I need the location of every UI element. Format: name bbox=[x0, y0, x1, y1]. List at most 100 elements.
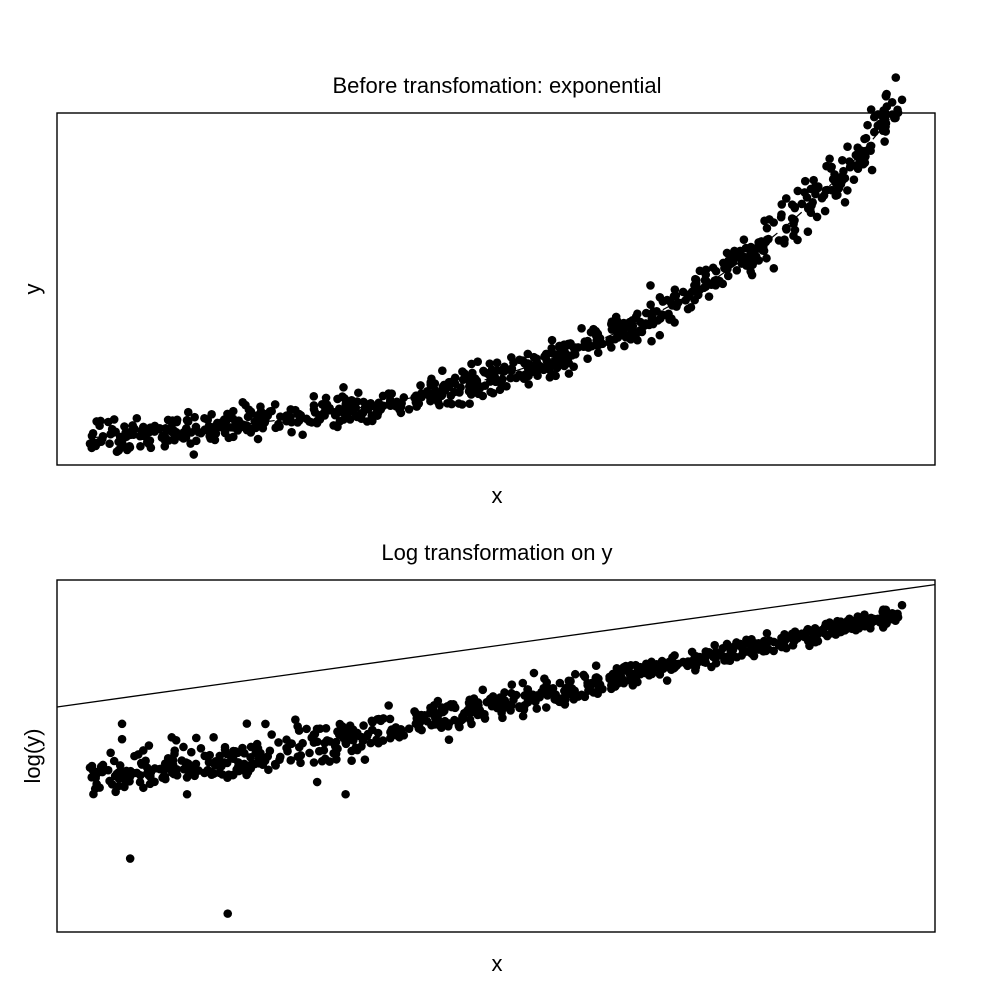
data-point bbox=[782, 223, 791, 233]
data-point bbox=[438, 366, 447, 375]
data-point bbox=[541, 703, 551, 712]
data-point bbox=[764, 234, 773, 244]
data-point bbox=[331, 737, 341, 747]
data-point bbox=[605, 338, 614, 347]
data-point bbox=[619, 662, 629, 672]
data-point bbox=[769, 218, 778, 227]
data-point bbox=[583, 678, 592, 688]
data-point bbox=[368, 416, 377, 426]
data-point bbox=[286, 739, 295, 749]
data-point bbox=[547, 343, 556, 353]
data-point bbox=[762, 223, 772, 233]
chart-panel-log: Log transformation on y x log(y) bbox=[20, 540, 936, 976]
data-point bbox=[444, 735, 454, 744]
data-point bbox=[541, 349, 551, 359]
data-point bbox=[200, 413, 209, 423]
data-point bbox=[191, 436, 201, 446]
data-point bbox=[385, 714, 395, 724]
data-point bbox=[800, 176, 810, 186]
data-point bbox=[813, 636, 823, 646]
data-point bbox=[319, 408, 329, 418]
data-point bbox=[293, 722, 302, 731]
data-point bbox=[105, 439, 114, 449]
data-point bbox=[386, 727, 395, 737]
data-point bbox=[446, 391, 456, 401]
data-point bbox=[593, 348, 603, 358]
data-point bbox=[711, 647, 721, 657]
data-point bbox=[827, 185, 837, 195]
data-point bbox=[678, 657, 688, 667]
outlier-point bbox=[134, 750, 143, 759]
data-point bbox=[231, 747, 240, 756]
data-point bbox=[396, 726, 406, 735]
data-point bbox=[182, 773, 192, 782]
data-point bbox=[591, 326, 601, 336]
data-point bbox=[840, 197, 850, 207]
data-point bbox=[261, 719, 270, 729]
data-point bbox=[711, 275, 721, 285]
data-point bbox=[275, 752, 285, 762]
data-point bbox=[360, 755, 370, 764]
data-point bbox=[228, 754, 238, 763]
data-point bbox=[880, 609, 889, 619]
data-point bbox=[626, 676, 635, 685]
data-point bbox=[437, 703, 447, 712]
data-point bbox=[518, 711, 528, 721]
x-axis-label: x bbox=[492, 951, 503, 976]
data-point bbox=[721, 264, 731, 274]
data-point bbox=[812, 212, 822, 222]
outlier-point bbox=[182, 789, 192, 799]
data-point bbox=[85, 439, 95, 448]
data-point bbox=[641, 308, 651, 318]
data-point bbox=[518, 356, 528, 365]
data-point bbox=[128, 421, 137, 430]
data-point bbox=[157, 764, 167, 773]
data-point bbox=[331, 749, 341, 759]
data-point bbox=[92, 417, 101, 426]
data-point bbox=[293, 752, 303, 762]
data-point bbox=[182, 760, 191, 770]
data-point bbox=[790, 203, 800, 213]
data-point bbox=[587, 341, 597, 351]
data-point bbox=[251, 423, 260, 433]
data-point bbox=[498, 713, 507, 723]
data-point bbox=[592, 675, 601, 684]
data-point bbox=[636, 669, 645, 679]
data-point bbox=[161, 433, 170, 442]
data-point bbox=[887, 98, 897, 107]
data-point bbox=[206, 767, 215, 776]
data-point bbox=[664, 309, 673, 319]
data-point bbox=[880, 107, 889, 117]
data-point bbox=[354, 388, 363, 398]
data-point bbox=[655, 330, 665, 340]
data-point bbox=[417, 725, 426, 735]
data-point bbox=[234, 416, 244, 425]
data-point bbox=[384, 701, 393, 710]
data-point bbox=[340, 394, 349, 403]
data-point bbox=[529, 352, 539, 362]
data-point bbox=[270, 400, 280, 409]
data-point bbox=[669, 291, 679, 301]
data-point bbox=[240, 749, 249, 758]
data-point bbox=[109, 756, 119, 766]
data-point bbox=[776, 636, 786, 646]
data-point bbox=[145, 779, 155, 789]
data-point bbox=[730, 246, 739, 256]
data-point bbox=[286, 412, 295, 422]
data-point bbox=[211, 759, 220, 768]
data-point bbox=[433, 717, 443, 726]
data-point bbox=[309, 405, 319, 414]
data-point bbox=[410, 707, 419, 716]
data-point bbox=[725, 256, 735, 266]
data-point bbox=[376, 716, 386, 726]
data-point bbox=[115, 761, 125, 770]
data-point bbox=[322, 400, 332, 409]
data-point bbox=[737, 257, 747, 267]
data-point bbox=[502, 381, 511, 391]
data-point bbox=[110, 427, 120, 437]
data-point bbox=[859, 159, 868, 169]
data-point bbox=[746, 646, 755, 656]
data-point bbox=[464, 707, 474, 717]
data-point bbox=[881, 127, 891, 136]
data-point bbox=[737, 643, 747, 653]
